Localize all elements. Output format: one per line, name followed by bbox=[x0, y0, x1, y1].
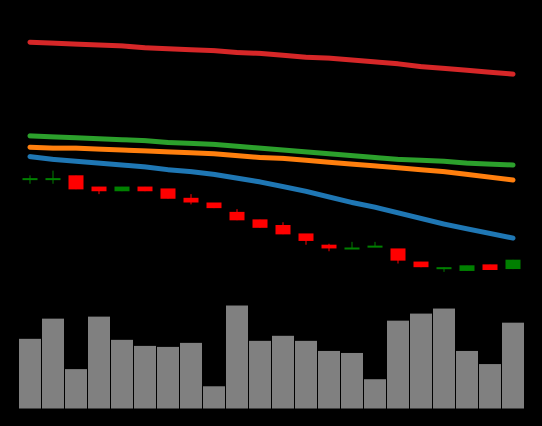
volume-panel bbox=[18, 304, 525, 410]
volume-bar bbox=[455, 349, 479, 410]
candle-body bbox=[229, 211, 245, 221]
candle-body bbox=[298, 233, 314, 241]
candle-body bbox=[459, 265, 475, 271]
candle-body bbox=[344, 247, 360, 250]
candle-body bbox=[252, 219, 268, 228]
candle bbox=[68, 175, 84, 190]
candle bbox=[482, 264, 498, 270]
candle bbox=[436, 267, 452, 272]
candle bbox=[321, 243, 337, 252]
volume-bar bbox=[340, 351, 364, 410]
price-panel bbox=[22, 39, 521, 272]
volume-bar bbox=[271, 334, 295, 410]
candle bbox=[298, 233, 314, 245]
candle-body bbox=[206, 202, 222, 209]
candle-body bbox=[482, 264, 498, 270]
candle-body bbox=[68, 175, 84, 190]
candle bbox=[367, 241, 383, 248]
candle-body bbox=[275, 225, 291, 235]
volume-bar bbox=[133, 344, 157, 410]
volume-bar bbox=[248, 339, 272, 410]
volume-bar bbox=[409, 312, 433, 410]
moving-average-line-2 bbox=[27, 133, 516, 168]
candle bbox=[183, 194, 199, 205]
moving-average-line-4 bbox=[27, 154, 516, 241]
candle bbox=[91, 186, 107, 195]
candle-body bbox=[436, 267, 452, 270]
candle-body bbox=[413, 261, 429, 268]
candle bbox=[413, 261, 429, 268]
candle bbox=[137, 186, 153, 192]
volume-bar bbox=[87, 315, 111, 410]
candle bbox=[229, 209, 245, 221]
moving-average-line-1 bbox=[27, 39, 516, 77]
candle-body bbox=[114, 186, 130, 192]
candle bbox=[344, 241, 360, 250]
volume-bar bbox=[110, 338, 134, 410]
candle bbox=[505, 259, 521, 270]
volume-bar bbox=[386, 319, 410, 410]
candle-body bbox=[321, 244, 337, 249]
volume-bar bbox=[432, 307, 456, 410]
candle-body bbox=[367, 245, 383, 248]
volume-bar bbox=[64, 368, 88, 410]
volume-bar bbox=[478, 363, 502, 410]
volume-bar bbox=[18, 337, 42, 410]
candle-body bbox=[91, 186, 107, 192]
volume-bar bbox=[179, 341, 203, 410]
candle bbox=[275, 222, 291, 235]
candle-body bbox=[160, 188, 176, 199]
candle-body bbox=[505, 259, 521, 270]
candle bbox=[114, 186, 130, 192]
volume-bar bbox=[294, 339, 318, 410]
volume-bar bbox=[156, 345, 180, 410]
candle bbox=[252, 219, 268, 228]
volume-bar bbox=[202, 385, 226, 410]
candle-body bbox=[137, 186, 153, 192]
candle bbox=[45, 170, 61, 184]
candle-body bbox=[390, 248, 406, 261]
candle-body bbox=[22, 178, 38, 181]
candle bbox=[160, 188, 176, 199]
volume-bar bbox=[501, 321, 525, 410]
volume-bar bbox=[225, 304, 249, 410]
candle bbox=[390, 248, 406, 264]
volume-bar bbox=[41, 317, 65, 410]
volume-bar bbox=[363, 378, 387, 410]
candle-body bbox=[45, 178, 61, 181]
moving-average-line-3 bbox=[27, 144, 516, 183]
candle bbox=[206, 202, 222, 209]
volume-bar bbox=[317, 349, 341, 410]
candle bbox=[459, 265, 475, 271]
candle bbox=[22, 175, 38, 184]
candle-body bbox=[183, 197, 199, 203]
